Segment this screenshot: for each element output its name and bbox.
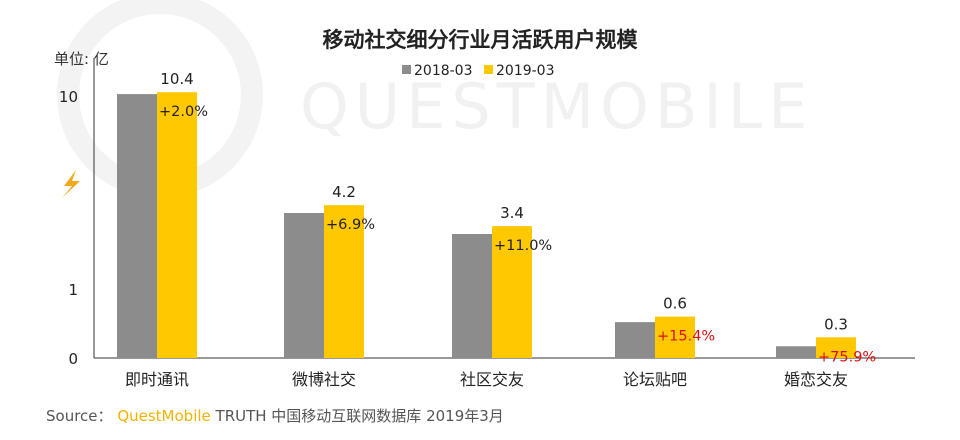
source-note: Source： QuestMobile TRUTH 中国移动互联网数据库 201…: [46, 405, 504, 426]
bar-2019-03: [492, 226, 532, 358]
y-tick-label: 0: [68, 350, 78, 368]
bar-2018-03: [776, 346, 816, 358]
y-tick-label: 1: [68, 281, 78, 299]
value-label: 10.4: [160, 70, 193, 88]
legend-swatch: [402, 65, 411, 74]
growth-label: +6.9%: [326, 217, 375, 233]
bar-2018-03: [615, 322, 655, 358]
value-label: 0.3: [824, 315, 848, 333]
category-label: 婚恋交友: [784, 370, 848, 389]
source-prefix: Source：: [46, 407, 113, 425]
legend-label: 2018-03: [414, 63, 473, 79]
category-label: 即时通讯: [125, 370, 189, 389]
bar-2019-03: [157, 92, 197, 358]
value-label: 3.4: [500, 204, 524, 222]
growth-label: +75.9%: [818, 349, 876, 365]
bars: [117, 92, 856, 358]
bar-2018-03: [117, 94, 157, 358]
bar-2019-03: [655, 316, 695, 358]
unit-label: 单位: 亿: [54, 50, 109, 68]
legend-label: 2019-03: [496, 63, 555, 79]
category-label: 微博社交: [292, 370, 356, 389]
bar-2019-03: [816, 337, 856, 358]
data-labels: 10.4 +2.0% 即时通讯 4.2 +6.9% 微博社交 3.4 +11.0% 社区交友 0.…: [125, 70, 876, 389]
y-tick-label: 10: [59, 88, 78, 106]
legend-swatch: [484, 65, 493, 74]
category-label: 社区交友: [460, 370, 524, 389]
value-label: 4.2: [332, 183, 356, 201]
growth-label: +15.4%: [657, 329, 715, 345]
bar-2018-03: [452, 233, 492, 358]
chart-title: 移动社交细分行业月活跃用户规模: [323, 28, 639, 52]
growth-label: +11.0%: [494, 238, 552, 254]
axis-break-icon: [62, 170, 80, 198]
bar-2018-03: [284, 213, 324, 358]
growth-label: +2.0%: [159, 104, 208, 120]
watermark-text: QUESTMOBILE: [300, 70, 813, 143]
category-label: 论坛贴吧: [623, 370, 687, 389]
legend: 2018-03 2019-03: [402, 63, 555, 79]
value-label: 0.6: [663, 295, 687, 313]
source-brand: QuestMobile: [117, 407, 211, 425]
source-suffix: TRUTH 中国移动互联网数据库 2019年3月: [210, 407, 504, 425]
bar-2019-03: [324, 205, 364, 358]
